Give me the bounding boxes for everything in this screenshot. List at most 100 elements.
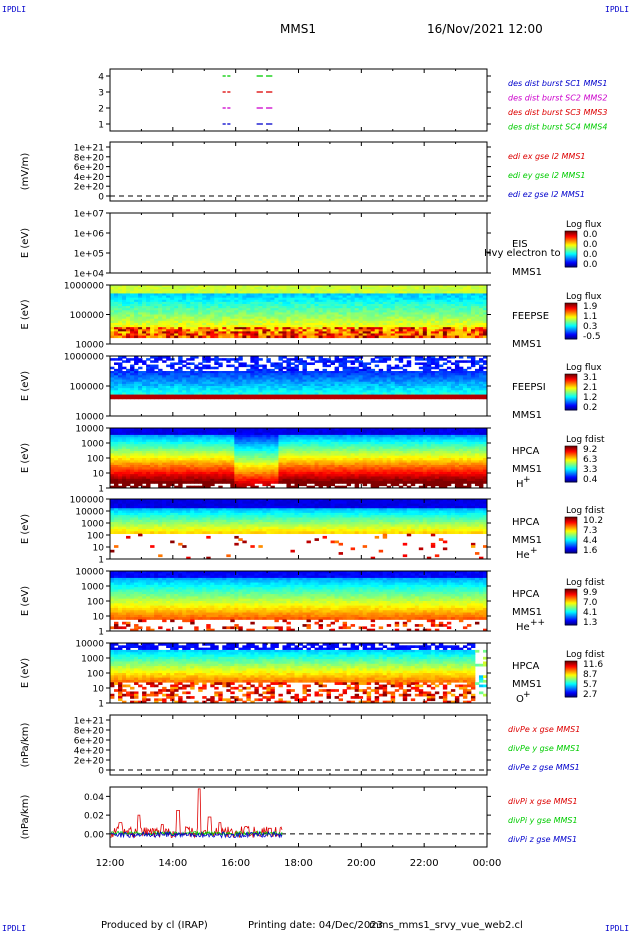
feepse-panel-cell — [334, 312, 340, 315]
feepsi-panel-cell — [190, 388, 195, 391]
feepse-panel-cell — [358, 295, 364, 299]
feepse-panel-cell — [450, 318, 456, 322]
feepse-panel-cell — [126, 295, 131, 299]
feepsi-panel-cell — [278, 373, 283, 376]
feepsi-panel-cell — [294, 381, 299, 385]
feepse-panel-cell — [298, 285, 303, 288]
feepse-panel-instrument-label: FEEPSE — [512, 311, 549, 322]
feepse-panel-cell — [174, 297, 179, 301]
feepse-panel-cell — [386, 306, 392, 309]
feepsi-panel-cell — [346, 356, 352, 359]
feepse-panel-cell — [206, 289, 211, 292]
feepse-panel-cell — [186, 322, 191, 326]
feepse-panel-cell — [374, 299, 380, 303]
feepsi-panel-cell — [478, 396, 484, 400]
feepse-panel-cell — [382, 303, 388, 307]
feepse-panel-cell — [458, 314, 464, 318]
feepsi-panel-cell — [318, 360, 323, 363]
feepsi-panel-spacecraft-label: MMS1 — [512, 410, 542, 421]
feepsi-panel-cell — [322, 381, 327, 385]
feepsi-panel-cell — [466, 366, 472, 370]
feepse-panel-cell — [430, 291, 436, 294]
feepse-panel-cell — [466, 301, 472, 305]
feepse-panel-spacecraft-label: MMS1 — [512, 339, 542, 350]
feepse-panel-cell — [242, 335, 247, 339]
feepse-panel-cell — [430, 297, 436, 301]
feepse-panel-cell — [170, 329, 175, 332]
feepse-panel-cell — [174, 287, 179, 290]
feepse-panel-cell — [322, 327, 327, 330]
feepse-panel-cell — [286, 287, 291, 290]
hpca_h-panel-cell — [182, 453, 187, 457]
feepse-panel-cell — [270, 306, 275, 309]
feepse-panel-cell — [242, 297, 247, 301]
feepse-panel-cell — [418, 301, 424, 305]
feepse-panel-cell — [226, 322, 231, 326]
feepse-panel-cell — [222, 293, 227, 296]
feepsi-panel-cell — [266, 386, 271, 389]
feepsi-panel-cell — [358, 364, 364, 368]
feepse-panel-cell — [150, 285, 155, 288]
feepsi-panel-cell — [294, 386, 299, 389]
feepse-panel-cell — [470, 314, 476, 318]
hpca_h-panel-cell — [142, 464, 147, 468]
feepse-panel-cell — [242, 287, 247, 290]
feepse-panel-cell — [238, 303, 243, 307]
feepse-panel-cell — [162, 291, 167, 294]
feepse-panel-cell — [206, 297, 211, 301]
feepse-panel-cell — [330, 308, 335, 311]
feepse-panel-cell — [378, 295, 384, 299]
feepsi-panel-cell — [198, 394, 203, 398]
feepse-panel-cell — [110, 299, 115, 303]
feepsi-panel-cell — [322, 373, 327, 376]
hpca_h-panel-cell — [162, 448, 167, 452]
feepse-panel-cell — [362, 295, 368, 299]
feepse-panel-cell — [194, 303, 199, 307]
feepse-panel-cell — [306, 289, 311, 292]
feepsi-panel-cell — [262, 364, 267, 368]
hpca_h-panel-cell — [186, 458, 191, 461]
hpca_h-panel-cell — [126, 483, 131, 487]
feepse-panel-cell — [134, 327, 139, 330]
feepse-panel-cell — [450, 335, 456, 339]
feepse-panel-cell — [350, 316, 356, 320]
feepse-panel-cell — [394, 327, 400, 330]
feepse-panel-cell — [286, 303, 291, 307]
hpca_h-panel-cell — [122, 476, 127, 480]
feepse-panel-cell — [390, 291, 396, 294]
hpca_h-panel-cell — [114, 448, 119, 452]
feepse-panel-cell — [290, 295, 295, 299]
feepsi-panel-cell — [234, 371, 239, 374]
feepse-panel-cell — [274, 287, 279, 290]
feepse-panel-cell — [334, 306, 340, 309]
feepse-panel-cell — [230, 329, 235, 332]
feepse-panel-cell — [246, 327, 251, 330]
feepsi-panel-cell — [234, 381, 239, 385]
feepsi-panel-cell — [210, 375, 215, 378]
feepse-panel-cell — [178, 291, 183, 294]
feepse-panel-cell — [154, 331, 159, 334]
feepse-panel-cell — [402, 289, 408, 292]
feepsi-panel-cell — [182, 390, 187, 393]
feepse-panel-cell — [302, 333, 307, 336]
hpca_h-panel-cell — [122, 437, 127, 440]
hpca_h-panel-cell — [174, 458, 179, 461]
hpca_h-panel-cell — [218, 446, 223, 450]
hpca_h-panel-cell — [150, 430, 155, 434]
feepsi-panel-cell — [174, 383, 179, 387]
feepse-panel-cell — [330, 285, 335, 288]
feepse-panel-cell — [134, 331, 139, 334]
feepse-panel-cell — [318, 306, 323, 309]
hpca_h-panel-cell — [206, 460, 211, 464]
feepse-panel-cell — [338, 335, 344, 339]
feepse-panel-cell — [482, 335, 488, 339]
hpca_h-panel-cell — [146, 448, 151, 452]
feepse-panel-cell — [170, 308, 175, 311]
feepse-panel-cell — [366, 312, 372, 315]
feepse-panel-cell — [150, 308, 155, 311]
feepse-panel-cell — [190, 295, 195, 299]
feepse-panel-cell — [282, 331, 287, 334]
feepse-panel-cell — [210, 322, 215, 326]
feepse-panel-cell — [134, 295, 139, 299]
feepsi-panel-cell — [442, 358, 448, 361]
